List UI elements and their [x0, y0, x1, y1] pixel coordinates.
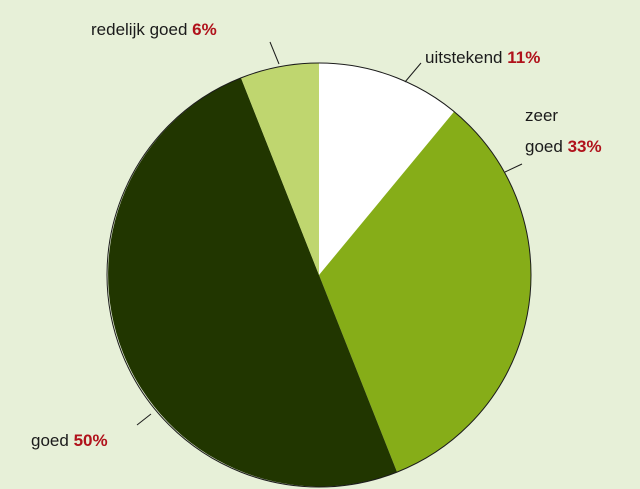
slice-name-uitstekend: uitstekend	[425, 48, 503, 67]
leader-line-goed	[136, 413, 152, 426]
leader-line-uitstekend	[404, 62, 422, 83]
slice-label-uitstekend: uitstekend 11%	[425, 48, 540, 67]
slice-label-zeer-goed-line1: zeer	[525, 106, 558, 125]
slice-name-goed: goed	[31, 431, 69, 450]
pie-slices	[108, 63, 531, 487]
slice-pct-redelijk-goed: 6%	[192, 20, 217, 39]
slice-label-zeer-goed-line2: goed 33%	[525, 137, 602, 156]
slice-pct-goed: 50%	[74, 431, 108, 450]
leader-line-zeer-goed	[504, 163, 523, 173]
slice-pct-zeer-goed: 33%	[568, 137, 602, 156]
pie-slice-zeer-goed	[319, 111, 531, 473]
slice-label-goed: goed 50%	[31, 431, 108, 450]
leader-line-redelijk-goed	[269, 41, 280, 65]
pie-slice-redelijk-goed	[240, 63, 319, 275]
slice-label-redelijk-goed: redelijk goed 6%	[91, 20, 217, 39]
pie-slice-goed	[108, 77, 398, 487]
slice-name-zeer-goed: goed	[525, 137, 563, 156]
pie-outline	[106, 62, 532, 488]
slice-pct-uitstekend: 11%	[507, 48, 540, 67]
pie-slice-uitstekend	[319, 63, 455, 275]
slice-name-redelijk-goed: redelijk goed	[91, 20, 187, 39]
